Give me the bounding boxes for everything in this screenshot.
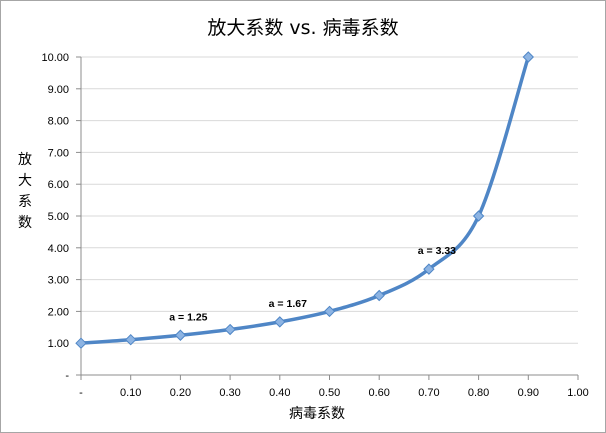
x-tick-label: 0.10: [120, 387, 141, 399]
data-point: [75, 337, 87, 349]
data-point: [373, 289, 385, 302]
x-tick-label: 0.90: [518, 387, 539, 399]
annotations: a = 1.25 a = 1.67 a = 3.33: [169, 245, 456, 323]
y-tick-label: 8.00: [48, 116, 69, 128]
y-axis-label-char: 数: [18, 215, 32, 231]
y-tick-label: -: [65, 370, 69, 382]
y-tick-label: 1.00: [48, 338, 69, 350]
x-axis-label: 病毒系数: [289, 406, 345, 422]
y-axis-label-char: 大: [18, 173, 32, 189]
annotation-label: a = 1.25: [169, 311, 207, 323]
x-tick-label: 1.00: [567, 387, 588, 399]
x-tick-label: 0.20: [170, 387, 191, 399]
x-tick-label: 0.60: [368, 387, 389, 399]
grid-lines: [81, 56, 578, 344]
y-tick-label: 2.00: [48, 306, 69, 318]
y-tick-labels: - 1.00 2.00 3.00 4.00 5.00 6.00 7.00 8.00 9.00 10.…: [41, 52, 69, 382]
data-point: [472, 210, 485, 222]
x-tick-label: -: [79, 387, 83, 399]
y-tick-label: 10.00: [41, 52, 69, 64]
data-point: [224, 323, 236, 336]
chart-title: 放大系数 vs. 病毒系数: [207, 17, 398, 39]
x-tick-label: 0.70: [418, 387, 439, 399]
markers: [75, 51, 535, 349]
x-tick-label: 0.50: [319, 387, 340, 399]
data-point: [522, 51, 535, 63]
data-point: [274, 316, 286, 328]
annotation-label: a = 3.33: [418, 245, 456, 257]
data-point: [323, 305, 336, 318]
data-point: [124, 333, 137, 346]
x-tick-label: 0.40: [269, 387, 290, 399]
y-tick-label: 7.00: [48, 147, 69, 159]
y-axis-label-char: 放: [18, 152, 32, 168]
data-point: [174, 329, 187, 341]
axes: [76, 56, 579, 380]
annotation-label: a = 1.67: [269, 298, 307, 310]
y-tick-label: 4.00: [48, 243, 69, 255]
y-tick-label: 6.00: [48, 179, 69, 191]
x-tick-label: 0.30: [219, 387, 240, 399]
y-axis-label-char: 系: [18, 194, 32, 210]
x-tick-label: 0.80: [468, 387, 489, 399]
y-tick-label: 5.00: [48, 211, 69, 223]
y-tick-label: 9.00: [48, 84, 69, 96]
x-tick-labels: - 0.10 0.20 0.30 0.40 0.50 0.60 0.70 0.80 0.90 1.0…: [79, 387, 589, 399]
y-axis-label: 放大系数: [18, 152, 32, 231]
data-point: [423, 263, 435, 275]
y-tick-label: 3.00: [48, 275, 69, 287]
